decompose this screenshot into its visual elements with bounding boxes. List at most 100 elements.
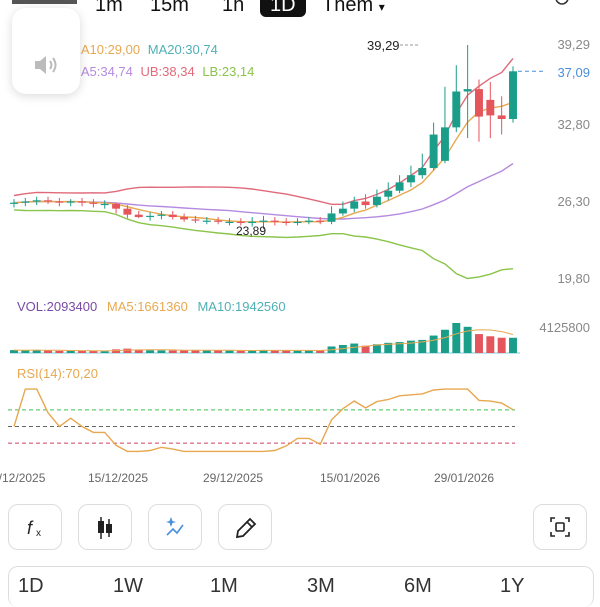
volume-bar <box>10 350 18 353</box>
volume-bar <box>440 329 449 353</box>
candle-body <box>55 201 64 203</box>
draw-button[interactable] <box>218 504 272 550</box>
candle-body <box>361 201 370 206</box>
svg-text:f: f <box>27 518 34 538</box>
tab-1d[interactable]: 1D <box>260 0 306 17</box>
vol-ma10-legend: MA10:1942560 <box>197 299 286 314</box>
ma10-legend: MA10:29,00 <box>70 42 141 57</box>
volume-bar <box>112 349 121 353</box>
volume-bar <box>248 350 257 353</box>
date-axis-label: 29/01/2026 <box>434 471 495 485</box>
fx-icon: f x <box>27 518 41 539</box>
candle-body <box>157 214 166 216</box>
volume-bar <box>293 350 302 353</box>
volume-bar <box>486 336 495 353</box>
volume-bar <box>452 323 461 353</box>
candle-body <box>440 127 449 161</box>
candle-body <box>475 89 483 117</box>
candlestick-chart[interactable]: 39,29 23,89 <box>0 0 600 470</box>
date-axis-label: 1/12/2025 <box>0 471 46 485</box>
bb-legend: MA5:34,74 UB:38,34 LB:23,14 <box>70 64 254 79</box>
candle-body <box>236 221 245 224</box>
volume-bar <box>316 350 325 353</box>
lower-band-line <box>13 209 514 280</box>
ma5-legend: MA5:34,74 <box>70 64 133 79</box>
volume-bar <box>134 349 143 353</box>
screenshot-button[interactable] <box>533 504 587 550</box>
volume-axis-label: 4125800 <box>539 320 590 335</box>
range-6m[interactable]: 6M <box>404 575 432 597</box>
volume-bar <box>497 337 506 353</box>
candle-body <box>214 220 223 222</box>
chevron-down-icon: ▾ <box>378 0 385 14</box>
volume-bar <box>202 350 211 353</box>
volume-bar <box>395 342 404 353</box>
volume-bar <box>100 351 109 353</box>
candle-body <box>350 201 359 209</box>
pencil-icon <box>235 517 257 539</box>
candle-body <box>191 219 200 221</box>
settings-icon[interactable] <box>552 0 572 10</box>
candle-body <box>429 134 438 169</box>
volume-bar <box>463 326 472 353</box>
range-1d[interactable]: 1D <box>18 575 44 597</box>
speaker-icon[interactable] <box>32 53 62 77</box>
more-label: Thêm <box>322 0 374 16</box>
vol-ma5-legend: MA5:1661360 <box>106 299 188 314</box>
candle-body <box>89 202 98 204</box>
top-tab-underline <box>12 0 77 4</box>
candle-body <box>463 89 472 92</box>
range-3m[interactable]: 3M <box>307 575 335 597</box>
price-axis-label: 39,29 <box>557 37 590 52</box>
volume-bar <box>180 350 189 353</box>
volume-bar <box>509 337 517 353</box>
volume-bar <box>191 349 200 353</box>
ai-analysis-button[interactable] <box>148 504 202 550</box>
candle-body <box>259 220 268 222</box>
volume-bar <box>32 349 41 353</box>
volume-ma5-line <box>13 329 514 352</box>
volume-bar <box>168 350 177 353</box>
chart-type-button[interactable] <box>78 504 132 550</box>
tab-15m[interactable]: 15m <box>150 0 189 16</box>
volume-bar <box>475 334 483 353</box>
range-1m[interactable]: 1M <box>210 575 238 597</box>
candle-body <box>146 215 155 218</box>
volume-bar <box>21 350 30 353</box>
volume-bar <box>55 350 64 353</box>
volume-bar <box>372 344 381 353</box>
rsi-line <box>13 388 514 453</box>
price-axis-label: 32,80 <box>557 117 590 132</box>
candle-body <box>293 221 302 224</box>
candle-body <box>123 208 132 215</box>
lb-legend: LB:23,14 <box>202 64 255 79</box>
tab-1h[interactable]: 1h <box>222 0 245 16</box>
range-1y[interactable]: 1Y <box>500 575 525 597</box>
candle-body <box>10 202 18 204</box>
ma-legend: MA10:29,00 MA20:30,74 <box>70 42 218 57</box>
price-axis-label: 19,80 <box>557 271 590 286</box>
tab-more[interactable]: Thêm ▾ <box>322 0 385 17</box>
candle-body <box>100 203 109 206</box>
volume-bar <box>146 350 155 353</box>
sound-popup[interactable] <box>12 8 80 94</box>
candle-body <box>248 221 257 224</box>
volume-bar <box>384 342 393 353</box>
volume-bar <box>225 350 234 353</box>
candlestick-icon <box>98 517 112 539</box>
volume-bar <box>214 350 223 353</box>
indicator-button[interactable]: f x <box>8 504 62 550</box>
range-1w[interactable]: 1W <box>113 575 143 597</box>
tab-1m[interactable]: 1m <box>95 0 123 16</box>
candle-body <box>32 200 41 202</box>
date-axis-label: 15/12/2025 <box>88 471 149 485</box>
candle-body <box>202 220 211 222</box>
sparkle-chart-icon <box>166 517 184 536</box>
volume-bar <box>89 350 98 353</box>
price-axis-label: 26,30 <box>557 194 590 209</box>
volume-bar <box>418 339 427 353</box>
candle-body <box>509 71 517 120</box>
candle-body <box>372 196 381 206</box>
range-selector <box>8 566 594 607</box>
volume-bar <box>78 350 87 353</box>
